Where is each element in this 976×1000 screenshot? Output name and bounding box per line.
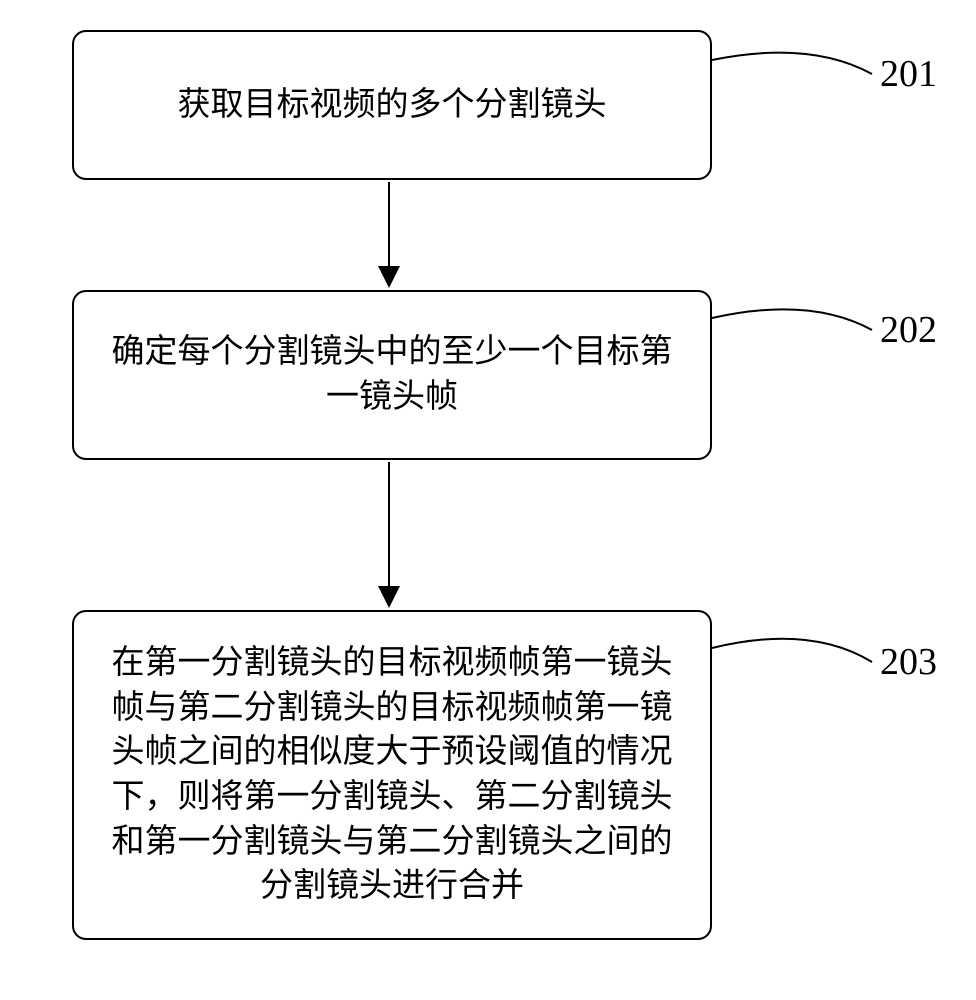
flow-step-2-label: 202	[880, 308, 937, 352]
arrow-1-line	[388, 182, 390, 266]
flow-step-3: 在第一分割镜头的目标视频帧第一镜头 帧与第二分割镜头的目标视频帧第一镜 头帧之间…	[72, 610, 712, 940]
arrow-2-line	[388, 462, 390, 586]
arrow-2-head	[378, 586, 400, 608]
flow-step-1-text: 获取目标视频的多个分割镜头	[74, 83, 710, 128]
flow-step-3-text: 在第一分割镜头的目标视频帧第一镜头 帧与第二分割镜头的目标视频帧第一镜 头帧之间…	[74, 641, 710, 908]
arrow-1-head	[378, 266, 400, 288]
leader-line-2	[708, 292, 876, 334]
flow-step-2: 确定每个分割镜头中的至少一个目标第 一镜头帧	[72, 290, 712, 460]
flow-step-2-text: 确定每个分割镜头中的至少一个目标第 一镜头帧	[74, 330, 710, 419]
flow-step-1-label: 201	[880, 52, 937, 96]
leader-line-3	[708, 620, 876, 666]
leader-line-1	[708, 36, 876, 78]
flowchart-canvas: 获取目标视频的多个分割镜头 201 确定每个分割镜头中的至少一个目标第 一镜头帧…	[0, 0, 976, 1000]
flow-step-3-label: 203	[880, 640, 937, 684]
flow-step-1: 获取目标视频的多个分割镜头	[72, 30, 712, 180]
